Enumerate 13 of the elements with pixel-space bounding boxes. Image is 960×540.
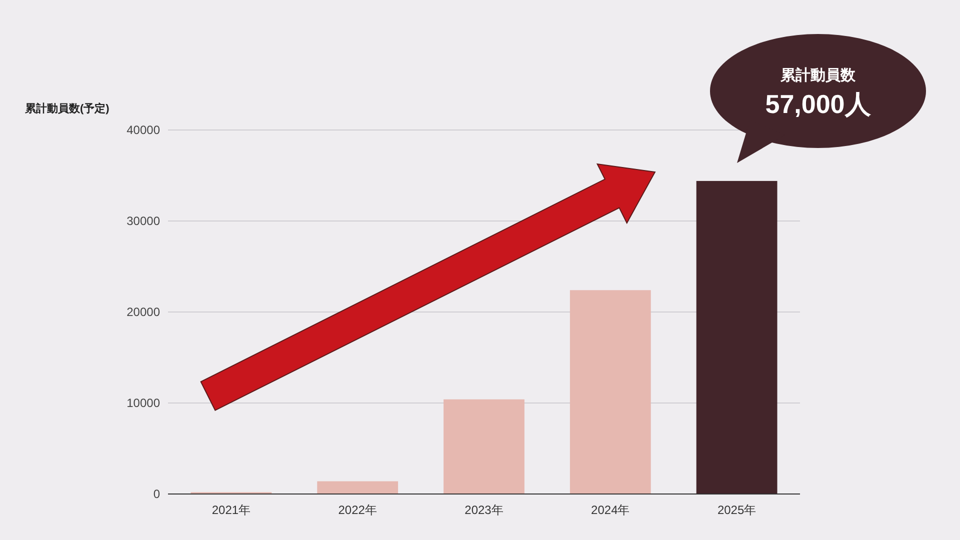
- y-tick-label: 30000: [126, 214, 160, 228]
- text: 57,000人: [765, 89, 872, 119]
- x-tick-label: 2025年: [717, 503, 756, 517]
- y-tick-label: 0: [153, 487, 160, 501]
- y-tick-label: 20000: [126, 305, 160, 319]
- x-tick-label: 2024年: [591, 503, 630, 517]
- x-tick-label: 2022年: [338, 503, 377, 517]
- y-axis-title: 累計動員数(予定): [24, 102, 110, 115]
- x-tick-label: 2021年: [212, 503, 251, 517]
- y-tick-label: 10000: [126, 396, 160, 410]
- text: 累計動員数: [780, 67, 856, 84]
- x-tick-label: 2023年: [464, 503, 504, 517]
- y-tick-label: 40000: [126, 123, 160, 137]
